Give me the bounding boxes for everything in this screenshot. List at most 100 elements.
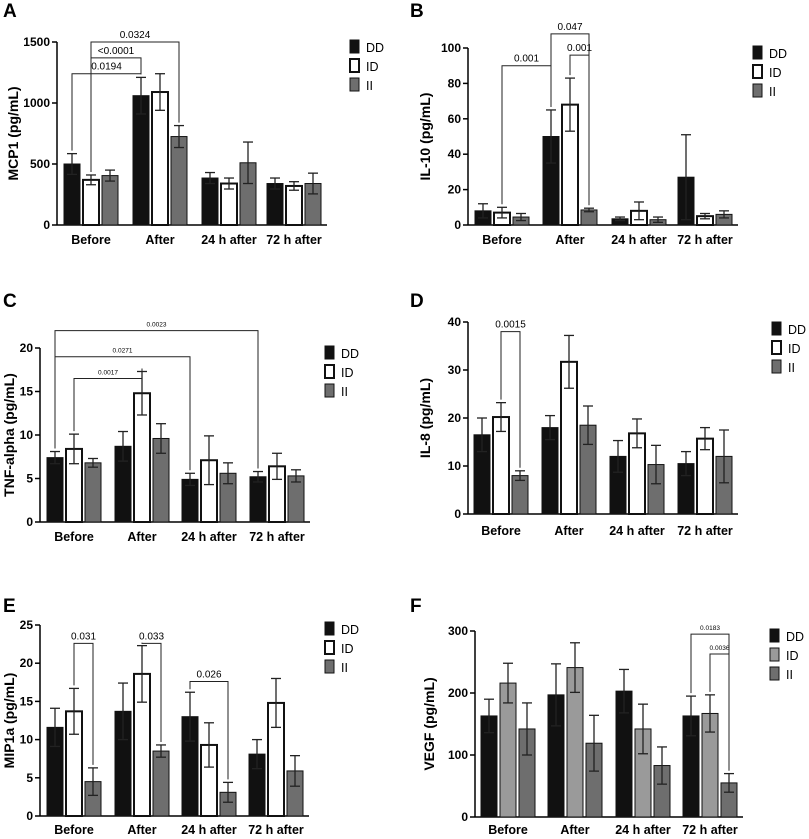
y-tick-label: 10 — [20, 733, 34, 747]
y-tick-label: 20 — [20, 656, 34, 670]
legend-swatch — [349, 39, 360, 54]
bar-dd — [201, 177, 219, 226]
y-tick-label: 20 — [448, 183, 462, 197]
x-category-label: After — [560, 823, 589, 837]
y-tick-label: 0 — [43, 218, 50, 232]
panel-a: A MCP1 (pg/mL) 0 500 1000 1500 Before After 24 h… — [3, 1, 384, 247]
p-value-label: 0.001 — [514, 54, 539, 65]
bar-id — [220, 182, 238, 227]
legend-swatch — [349, 58, 360, 73]
y-tick-label: 1000 — [23, 96, 50, 110]
x-category-label: 24 h after — [609, 524, 665, 538]
p-value-label: 0.0015 — [495, 320, 526, 331]
bar-id — [151, 91, 169, 226]
legend-label: ID — [769, 66, 782, 80]
y-tick-label: 15 — [20, 694, 34, 708]
bar-ii — [101, 175, 119, 226]
y-tick-label: 10 — [448, 459, 462, 473]
legend-swatch — [769, 647, 780, 662]
x-category-label: After — [554, 524, 583, 538]
legend-swatch — [324, 640, 335, 655]
legend-label: II — [341, 385, 348, 399]
legend-label: ID — [341, 366, 354, 380]
legend-swatch — [771, 321, 782, 336]
panel-b: B IL-10 (pg/mL) 0 20 40 60 80 100 Before After 24 … — [410, 1, 787, 247]
x-category-label: 24 h after — [181, 530, 237, 544]
y-tick-label: 80 — [448, 76, 462, 90]
legend-swatch — [324, 345, 335, 360]
panel-d: D IL-8 (pg/mL) 0 10 20 30 40 Before After 24 h af… — [410, 291, 806, 538]
legend-swatch — [771, 359, 782, 374]
y-tick-label: 5 — [26, 472, 33, 486]
bar-dd — [266, 183, 284, 226]
y-axis-label: IL-8 (pg/mL) — [417, 378, 433, 458]
legend-swatch — [324, 621, 335, 636]
x-category-label: 24 h after — [611, 233, 667, 247]
bar-dd — [132, 95, 150, 226]
legend-label: ID — [786, 649, 799, 663]
y-tick-label: 300 — [448, 624, 468, 638]
y-axis-label: TNF-alpha (pg/mL) — [1, 373, 17, 497]
significance-bracket — [71, 73, 142, 151]
x-category-label: Before — [54, 530, 94, 544]
y-tick-label: 1500 — [23, 35, 50, 49]
bar-ii — [170, 136, 188, 226]
panel-e: E MIP1a (pg/mL) 0 5 10 15 20 25 Before After 24 h … — [1, 596, 359, 837]
x-category-label: Before — [488, 823, 528, 837]
y-tick-label: 200 — [448, 686, 468, 700]
x-category-label: 24 h after — [615, 823, 671, 837]
x-category-label: Before — [482, 233, 522, 247]
legend-label: DD — [786, 630, 804, 644]
x-category-label: 72 h after — [248, 823, 304, 837]
p-value-label: 0.033 — [139, 631, 164, 642]
y-tick-label: 30 — [448, 363, 462, 377]
legend-label: DD — [341, 347, 359, 361]
x-category-label: 72 h after — [249, 530, 305, 544]
legend-label: II — [341, 661, 348, 675]
x-category-label: Before — [71, 233, 111, 247]
x-category-label: 72 h after — [677, 524, 733, 538]
x-category-label: After — [555, 233, 584, 247]
x-category-label: 72 h after — [682, 823, 738, 837]
bar-dd — [46, 457, 64, 523]
p-value-label: 0.047 — [557, 22, 582, 33]
x-category-label: Before — [481, 524, 521, 538]
bar-dd — [249, 476, 267, 523]
legend-swatch — [752, 83, 763, 98]
legend-label: ID — [366, 60, 379, 74]
legend-label: ID — [788, 342, 801, 356]
legend-swatch — [752, 45, 763, 60]
significance-bracket — [141, 642, 162, 742]
bar-ii — [84, 462, 102, 523]
y-tick-label: 25 — [20, 618, 34, 632]
legend-swatch — [324, 383, 335, 398]
bar-dd — [541, 427, 559, 515]
panel-letter: A — [3, 1, 17, 22]
y-tick-label: 20 — [448, 411, 462, 425]
legend-label: II — [366, 79, 373, 93]
p-value-label: 0.026 — [196, 670, 221, 681]
legend-swatch — [324, 364, 335, 379]
legend-label: DD — [341, 623, 359, 637]
bar-ii — [152, 750, 170, 817]
legend-swatch — [324, 659, 335, 674]
x-category-label: 24 h after — [181, 823, 237, 837]
legend-label: II — [788, 361, 795, 375]
p-value-label: 0.0183 — [700, 625, 720, 632]
significance-bracket — [90, 41, 180, 172]
p-value-label: 0.001 — [567, 43, 592, 54]
y-tick-label: 0 — [454, 218, 461, 232]
p-value-label: 0.0036 — [710, 645, 730, 652]
legend-label: II — [786, 668, 793, 682]
y-tick-label: 15 — [20, 385, 34, 399]
legend-swatch — [349, 77, 360, 92]
y-tick-label: 0 — [26, 809, 33, 823]
significance-bracket — [73, 642, 94, 765]
y-tick-label: 60 — [448, 112, 462, 126]
legend-label: ID — [341, 642, 354, 656]
y-tick-label: 10 — [20, 428, 34, 442]
significance-bracket — [500, 331, 521, 468]
y-tick-label: 100 — [441, 41, 461, 55]
bar-ii — [511, 475, 529, 515]
y-tick-label: 100 — [448, 748, 468, 762]
